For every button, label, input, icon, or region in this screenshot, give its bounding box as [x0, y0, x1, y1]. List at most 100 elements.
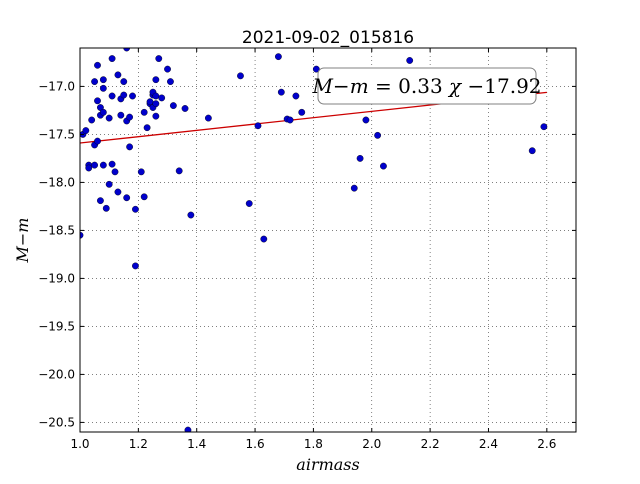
data-point — [274, 53, 282, 61]
equation-lhs: M−m — [311, 74, 368, 98]
data-point — [175, 167, 183, 175]
data-point — [152, 92, 160, 100]
data-point — [277, 88, 285, 96]
data-point — [91, 78, 98, 86]
data-point — [155, 55, 163, 62]
data-point — [146, 98, 154, 106]
x-tick-label: 2.4 — [479, 437, 498, 451]
data-point — [108, 160, 116, 168]
data-point — [108, 55, 116, 62]
data-point — [88, 116, 96, 124]
x-tick-label: 1.6 — [246, 437, 265, 451]
data-point — [152, 76, 160, 84]
data-point — [126, 143, 134, 151]
x-axis-label: airmass — [296, 455, 359, 474]
data-point — [126, 113, 134, 121]
data-point — [117, 111, 125, 119]
data-point — [245, 200, 253, 207]
data-point — [254, 122, 262, 130]
data-point — [82, 127, 90, 134]
y-tick-label: −18.5 — [38, 223, 75, 237]
data-point — [132, 262, 139, 270]
data-point — [111, 168, 119, 176]
y-axis-label: M−m — [13, 218, 32, 264]
equation-slope: 0.33 — [398, 74, 443, 98]
data-point — [132, 205, 139, 213]
y-tick-label: −17.0 — [38, 79, 75, 93]
data-point — [374, 131, 381, 139]
data-point — [91, 161, 98, 169]
data-point — [187, 211, 195, 219]
y-tick-label: −18.0 — [38, 175, 75, 189]
equation-variable: χ — [447, 74, 463, 98]
equation-intercept: −17.92 — [468, 74, 542, 98]
data-point — [380, 162, 387, 170]
x-tick-label: 1.8 — [304, 437, 323, 451]
data-point — [99, 108, 107, 116]
data-point — [169, 102, 177, 110]
y-tick-label: −20.5 — [38, 415, 75, 429]
data-point — [105, 114, 113, 122]
x-tick-label: 2.2 — [421, 437, 440, 451]
data-point — [152, 112, 160, 120]
fit-equation-box: M−m = 0.33 χ −17.92 — [311, 67, 542, 105]
data-point — [94, 61, 101, 69]
data-point — [260, 235, 268, 243]
y-tick-label: −19.0 — [38, 271, 75, 285]
x-tick-label: 2.0 — [362, 437, 381, 451]
data-point — [123, 48, 131, 52]
data-point — [540, 123, 548, 131]
data-point — [114, 71, 122, 79]
data-point — [99, 161, 107, 169]
data-point — [102, 204, 110, 212]
y-tick-label: −17.5 — [38, 127, 75, 141]
data-point — [312, 65, 320, 73]
data-point — [137, 168, 145, 176]
grid-lines — [79, 48, 576, 432]
data-point — [94, 97, 101, 105]
axis-ticks: 1.0 1.2 1.4 1.6 1.8 2.0 2.2 2.4 2.6 −20.5 −20.0 −19… — [38, 48, 576, 451]
data-point — [108, 92, 116, 100]
data-point — [94, 137, 101, 145]
chart-title: 2021-09-02_015816 — [242, 28, 414, 48]
data-point — [140, 108, 148, 116]
y-tick-label: −19.5 — [38, 319, 75, 333]
data-point — [298, 108, 306, 116]
x-tick-label: 2.6 — [537, 437, 556, 451]
data-point — [120, 78, 128, 86]
x-tick-label: 1.4 — [187, 437, 206, 451]
plot-frame — [79, 47, 577, 433]
x-tick-label: 1.0 — [70, 437, 89, 451]
data-point — [164, 65, 171, 73]
data-point — [167, 78, 174, 86]
equation-box-border — [317, 67, 537, 105]
data-points — [80, 48, 548, 432]
data-point — [356, 154, 364, 162]
data-point — [97, 197, 104, 205]
data-point — [158, 94, 166, 102]
data-point — [184, 426, 192, 432]
y-tick-label: −20.0 — [38, 367, 75, 381]
data-point — [85, 164, 93, 172]
data-point — [286, 116, 294, 124]
fit-equation: M−m = 0.33 χ −17.92 — [311, 74, 541, 98]
data-point — [406, 57, 414, 64]
data-point — [105, 180, 113, 188]
data-point — [129, 92, 136, 100]
data-point — [181, 105, 189, 112]
data-point — [143, 124, 151, 132]
data-point — [362, 116, 370, 124]
data-point — [350, 184, 358, 192]
data-point — [140, 193, 148, 201]
x-tick-label: 1.2 — [129, 437, 148, 451]
data-point — [99, 84, 107, 92]
data-point — [99, 76, 107, 84]
data-point — [120, 91, 128, 99]
equation-equals: = — [375, 74, 392, 98]
data-point — [123, 194, 131, 202]
data-point — [152, 100, 160, 108]
data-point — [114, 188, 122, 196]
data-point — [292, 92, 300, 100]
